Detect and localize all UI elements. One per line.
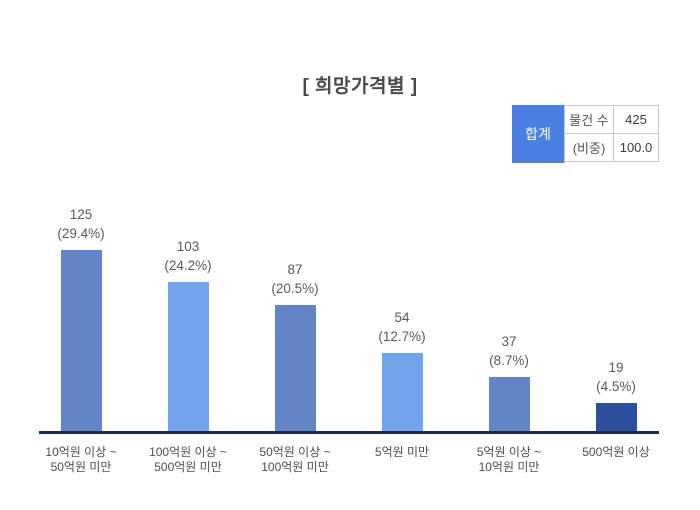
category-label-line: 100억원 이상 ~ [149,445,227,459]
summary-count-label: 물건 수 [565,106,614,134]
bar-value-label-2: 103 (24.2%) [132,237,244,275]
bar-percent: (12.7%) [378,329,426,344]
bar-5 [489,377,530,431]
bar-value-label-4: 54 (12.7%) [346,308,458,346]
category-label-1: 10억원 이상 ~50억원 미만 [24,445,138,475]
summary-count-value: 425 [614,106,659,134]
summary-percent-label: (비중) [565,134,614,162]
category-label-2: 100억원 이상 ~500억원 미만 [131,445,245,475]
category-label-line: 50억원 미만 [50,460,112,474]
bar-count: 37 [501,334,517,349]
summary-table-grid: 물건 수 425 (비중) 100.0 [564,105,659,163]
bar-count: 19 [608,360,624,375]
bar-value-label-1: 125 (29.4%) [25,205,137,243]
category-label-line: 5억원 미만 [374,445,430,459]
summary-total-cell: 합계 [512,105,564,163]
category-label-line: 500억원 이상 [582,445,650,459]
category-label-5: 5억원 이상 ~10억원 미만 [452,445,566,475]
category-label-3: 50억원 이상 ~100억원 미만 [238,445,352,475]
bar-4 [382,353,423,431]
chart-title: [ 희망가격별 ] [302,76,418,97]
category-label-line: 500억원 미만 [154,460,222,474]
bar-value-label-5: 37 (8.7%) [453,332,565,370]
bar-percent: (20.5%) [271,281,319,296]
bar-2 [168,282,209,431]
bar-value-label-6: 19 (4.5%) [560,358,672,396]
bar-1 [61,250,102,431]
summary-table: 합계 물건 수 425 (비중) 100.0 [512,105,659,163]
category-label-line: 10억원 미만 [478,460,540,474]
bar-percent: (24.2%) [164,258,212,273]
bar-6 [596,403,637,431]
bar-count: 125 [69,207,93,222]
x-axis-line [39,431,659,434]
summary-percent-value: 100.0 [614,134,659,162]
bar-count: 103 [176,239,200,254]
bar-value-label-3: 87 (20.5%) [239,260,351,298]
category-label-line: 100억원 미만 [261,460,329,474]
bar-percent: (29.4%) [57,226,105,241]
category-label-6: 500억원 이상 [559,445,673,460]
bar-count: 87 [287,262,303,277]
bar-percent: (8.7%) [489,353,529,368]
bar-percent: (4.5%) [596,379,636,394]
category-label-line: 50억원 이상 ~ [259,445,331,459]
category-label-line: 10억원 이상 ~ [45,445,117,459]
bar-count: 54 [394,310,410,325]
category-label-4: 5억원 미만 [345,445,459,460]
category-label-line: 5억원 이상 ~ [476,445,542,459]
bar-3 [275,305,316,431]
